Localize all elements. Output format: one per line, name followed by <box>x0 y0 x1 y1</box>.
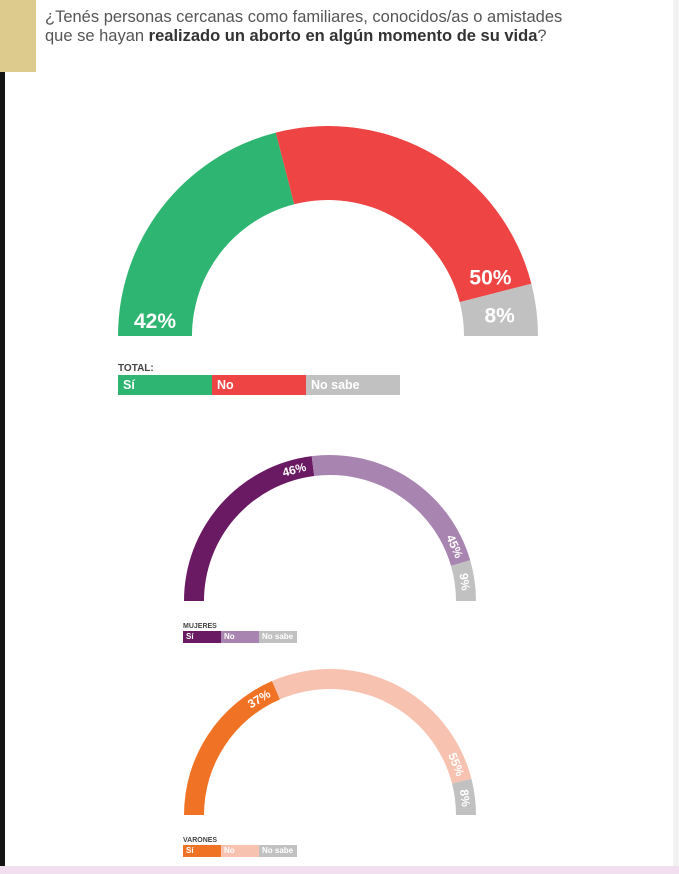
legend-varones: VARONES Sí No No sabe <box>183 836 297 857</box>
data-label-varones-2: 8% <box>457 788 473 807</box>
data-label-total-1: 50% <box>469 266 511 289</box>
chart-mujeres: 46%45%9% <box>183 455 476 601</box>
legend-item-1: No <box>212 375 306 395</box>
legend-total: TOTAL: Sí No No sabe <box>118 363 400 395</box>
question-line-1: ¿Tenés personas cercanas como familiares… <box>45 8 563 26</box>
data-label-mujeres-0: 46% <box>281 460 308 480</box>
legend-item-2: No sabe <box>259 631 297 643</box>
slice-varones-1 <box>272 668 472 784</box>
accent-block <box>0 0 36 72</box>
slice-mujeres-1 <box>311 455 471 566</box>
legend-item-2: No sabe <box>306 375 400 395</box>
slice-mujeres-0 <box>183 456 315 601</box>
slice-mujeres-2 <box>450 560 476 601</box>
slice-total-0 <box>118 132 295 336</box>
legend-item-2: No sabe <box>259 845 297 857</box>
question-emphasis: realizado un aborto en algún momento de … <box>148 27 538 45</box>
legend-title: TOTAL: <box>118 363 154 374</box>
legend-item-1: No <box>221 631 259 643</box>
data-label-total-0: 42% <box>134 310 176 333</box>
chart-varones: 37%55%8% <box>183 668 476 815</box>
legend-item-0: Sí <box>118 375 212 395</box>
window-bottom-border <box>0 866 679 874</box>
data-label-total-2: 8% <box>484 304 515 327</box>
legend-mujeres: MUJERES Sí No No sabe <box>183 622 297 643</box>
slice-varones-2 <box>452 778 476 815</box>
slice-total-2 <box>459 283 538 336</box>
question-end: ? <box>537 27 547 45</box>
question-text: ¿Tenés personas cercanas como familiares… <box>45 8 645 46</box>
legend-title: VARONES <box>183 837 218 844</box>
data-label-mujeres-2: 9% <box>456 572 472 591</box>
legend-title: MUJERES <box>183 623 217 630</box>
slice-varones-0 <box>183 681 280 815</box>
legend-item-0: Sí <box>183 631 221 643</box>
chart-total: 42% 50% 8% <box>118 126 538 336</box>
legend-item-0: Sí <box>183 845 221 857</box>
slice-total-1 <box>275 126 532 303</box>
question-line-2: que se hayan <box>45 27 149 45</box>
legend-item-1: No <box>221 845 259 857</box>
window-left-border <box>0 0 5 874</box>
window-right-border <box>673 0 679 874</box>
